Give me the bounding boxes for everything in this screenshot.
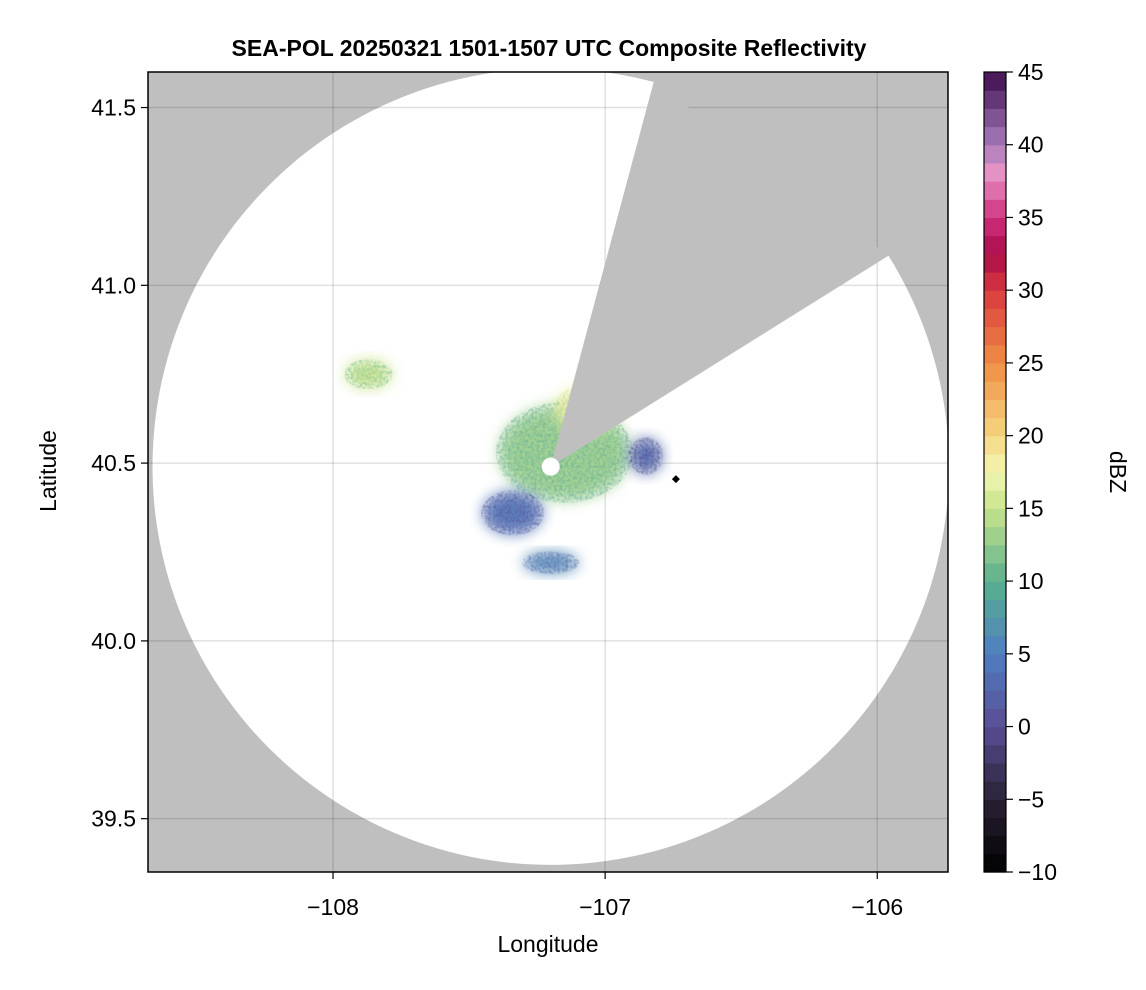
colorbar-segment <box>984 472 1006 491</box>
y-tick-label: 41.5 <box>91 95 136 121</box>
marker-diamond <box>671 475 680 484</box>
colorbar-segment <box>984 199 1006 219</box>
colorbar-segment <box>984 290 1006 309</box>
colorbar-segment <box>984 490 1006 509</box>
colorbar-segment <box>984 362 1006 382</box>
colorbar-segment <box>984 90 1006 109</box>
colorbar-segment <box>984 581 1006 600</box>
colorbar-segment <box>984 526 1006 546</box>
x-axis: −108 −107 −106 <box>307 872 903 920</box>
colorbar-segment <box>984 617 1006 637</box>
y-axis-label: Latitude <box>35 430 61 512</box>
echo-region <box>522 551 580 574</box>
y-tick-label: 40.5 <box>91 450 136 476</box>
x-tick-label: −106 <box>851 894 903 920</box>
echo-region <box>628 437 664 475</box>
colorbar-segment <box>984 817 1006 837</box>
colorbar-label: dBZ <box>1105 451 1131 493</box>
colorbar-segment <box>984 453 1006 473</box>
x-tick-label: −107 <box>579 894 631 920</box>
colorbar-segment <box>984 853 1006 873</box>
colorbar-segment <box>984 744 1006 764</box>
colorbar-tick-label: 35 <box>1018 204 1044 230</box>
colorbar-segment <box>984 326 1006 346</box>
colorbar-segment <box>984 653 1006 673</box>
colorbar-segment <box>984 308 1006 328</box>
colorbar-segment <box>984 599 1006 619</box>
plot-frame <box>147 71 949 873</box>
colorbar-segment <box>984 253 1006 273</box>
y-tick-label: 39.5 <box>91 806 136 832</box>
colorbar-segment <box>984 435 1006 455</box>
colorbar-segment <box>984 544 1006 564</box>
echo-region <box>481 490 545 536</box>
y-tick-label: 41.0 <box>91 272 136 298</box>
colorbar-segment <box>984 181 1006 200</box>
colorbar-segment <box>984 762 1006 782</box>
blanked-sector <box>550 82 889 467</box>
colorbar-segments <box>984 72 1006 873</box>
colorbar-segment <box>984 399 1006 419</box>
colorbar: −10 −5 0 5 10 15 20 25 30 35 40 45 dBZ <box>983 59 1131 885</box>
radar-center-gap <box>541 457 560 476</box>
colorbar-segment <box>984 835 1006 855</box>
chart-title: SEA-POL 20250321 1501-1507 UTC Composite… <box>232 35 867 61</box>
y-tick-label: 40.0 <box>91 628 136 654</box>
colorbar-ticks: −10 −5 0 5 10 15 20 25 30 35 40 45 <box>1006 59 1057 885</box>
colorbar-segment <box>984 162 1006 182</box>
colorbar-segment <box>984 562 1006 582</box>
colorbar-segment <box>984 726 1006 746</box>
colorbar-tick-label: 20 <box>1018 423 1044 449</box>
colorbar-tick-label: −10 <box>1018 859 1057 885</box>
echo-region <box>344 359 393 390</box>
colorbar-tick-label: 30 <box>1018 277 1044 303</box>
colorbar-segment <box>984 381 1006 400</box>
colorbar-segment <box>984 72 1006 91</box>
colorbar-frame <box>983 71 1007 873</box>
reflectivity-echoes <box>344 82 889 574</box>
colorbar-segment <box>984 126 1006 146</box>
x-axis-label: Longitude <box>497 931 598 957</box>
colorbar-segment <box>984 344 1006 364</box>
colorbar-segment <box>984 781 1006 800</box>
colorbar-segment <box>984 799 1006 819</box>
colorbar-segment <box>984 508 1006 528</box>
x-tick-label: −108 <box>307 894 359 920</box>
colorbar-segment <box>984 108 1006 128</box>
colorbar-tick-label: 25 <box>1018 350 1044 376</box>
colorbar-tick-label: 45 <box>1018 59 1044 85</box>
colorbar-segment <box>984 144 1006 164</box>
markers <box>671 475 680 484</box>
colorbar-segment <box>984 272 1006 291</box>
colorbar-tick-label: 15 <box>1018 495 1044 521</box>
colorbar-segment <box>984 217 1006 237</box>
colorbar-segment <box>984 708 1006 728</box>
colorbar-tick-label: 0 <box>1018 714 1031 740</box>
colorbar-segment <box>984 635 1006 655</box>
colorbar-segment <box>984 417 1006 437</box>
colorbar-segment <box>984 672 1006 691</box>
colorbar-segment <box>984 690 1006 709</box>
plot-area <box>147 71 949 873</box>
colorbar-tick-label: −5 <box>1018 786 1044 812</box>
colorbar-tick-label: 40 <box>1018 132 1044 158</box>
colorbar-tick-label: 10 <box>1018 568 1044 594</box>
y-axis: 39.5 40.0 40.5 41.0 41.5 <box>91 95 148 832</box>
colorbar-segment <box>984 235 1006 255</box>
colorbar-tick-label: 5 <box>1018 641 1031 667</box>
